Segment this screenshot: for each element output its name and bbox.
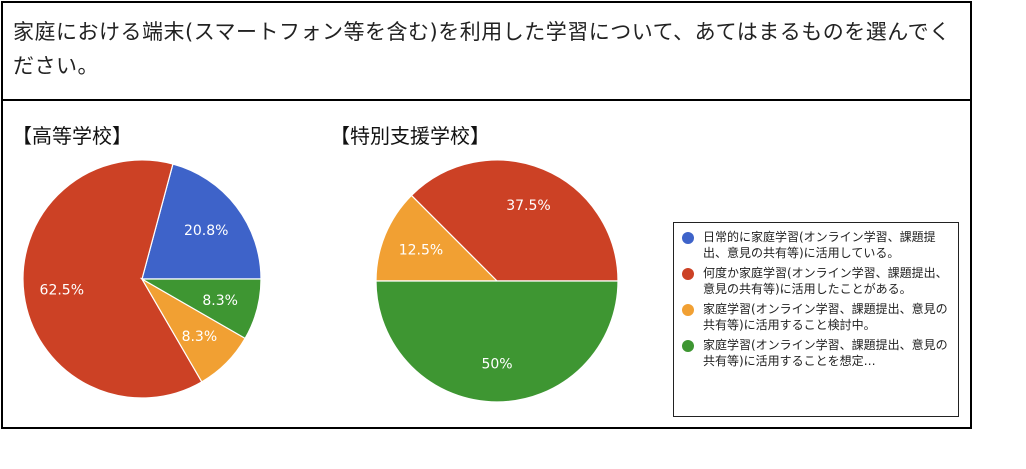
slice-under-consideration bbox=[375, 194, 499, 282]
slice-used-several-times bbox=[410, 159, 619, 282]
slice-percent-label: 50% bbox=[481, 356, 512, 372]
legend-label: 日常的に家庭学習(オンライン学習、課題提出、意見の共有等)に活用している。 bbox=[703, 230, 936, 260]
legend-item: 日常的に家庭学習(オンライン学習、課題提出、意見の共有等)に活用している。 bbox=[682, 229, 950, 261]
slice-planned bbox=[139, 278, 262, 340]
legend-item: 家庭学習(オンライン学習、課題提出、意見の共有等)に活用することを想定… bbox=[682, 337, 950, 369]
pie-chart-special-support-school: 37.5% 12.5% 50% bbox=[375, 159, 619, 403]
slice-planned bbox=[375, 280, 619, 403]
chart-title-high-school: 【高等学校】 bbox=[12, 124, 132, 148]
slice-percent-label: 62.5% bbox=[40, 283, 84, 299]
pie-chart-high-school: 20.8% 62.5% 8.3% 8.3% bbox=[22, 159, 262, 399]
legend-swatch bbox=[682, 304, 694, 316]
legend-label: 家庭学習(オンライン学習、課題提出、意見の共有等)に活用すること検討中。 bbox=[703, 302, 948, 332]
legend-item: 家庭学習(オンライン学習、課題提出、意見の共有等)に活用すること検討中。 bbox=[682, 301, 950, 333]
slice-percent-label: 37.5% bbox=[506, 198, 550, 214]
legend-item: 何度か家庭学習(オンライン学習、課題提出、意見の共有等)に活用したことがある。 bbox=[682, 265, 950, 297]
slice-percent-label: 20.8% bbox=[184, 223, 228, 239]
legend-swatch bbox=[682, 232, 694, 244]
legend-label: 何度か家庭学習(オンライン学習、課題提出、意見の共有等)に活用したことがある。 bbox=[703, 266, 948, 296]
chart-title-special-support-school: 【特別支援学校】 bbox=[330, 124, 490, 148]
slice-percent-label: 8.3% bbox=[202, 293, 238, 309]
slice-daily-use bbox=[141, 163, 262, 280]
slice-percent-label: 12.5% bbox=[399, 243, 443, 259]
legend-swatch bbox=[682, 340, 694, 352]
question-text: 家庭における端末(スマートフォン等を含む)を利用した学習について、あてはまるもの… bbox=[3, 3, 970, 101]
legend-swatch bbox=[682, 268, 694, 280]
chart-legend: 日常的に家庭学習(オンライン学習、課題提出、意見の共有等)に活用している。 何度… bbox=[673, 222, 959, 417]
survey-panel: 家庭における端末(スマートフォン等を含む)を利用した学習について、あてはまるもの… bbox=[1, 1, 972, 429]
legend-label: 家庭学習(オンライン学習、課題提出、意見の共有等)に活用することを想定… bbox=[703, 338, 948, 368]
slice-used-several-times bbox=[22, 159, 203, 399]
slice-percent-label: 8.3% bbox=[182, 329, 218, 345]
